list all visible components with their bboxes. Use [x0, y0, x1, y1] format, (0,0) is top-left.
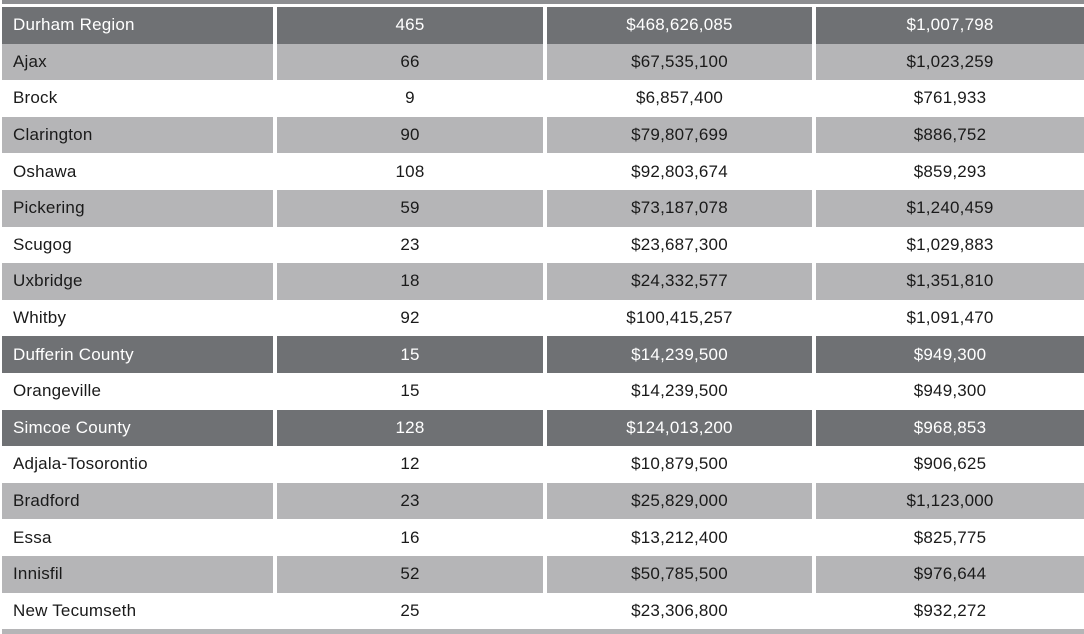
municipality-cell: Essa — [2, 519, 273, 556]
table-row-scugog: Scugog 23 $23,687,300 $1,029,883 — [0, 226, 1084, 264]
table-row-brock: Brock 9 $6,857,400 $761,933 — [0, 80, 1084, 117]
sales-count-cell: 23 — [277, 226, 543, 264]
table-row-simcoe-county: Simcoe County 128 $124,013,200 $968,853 — [0, 409, 1084, 447]
municipality-cell: Brock — [2, 80, 273, 117]
table-row-essa: Essa 16 $13,212,400 $825,775 — [0, 519, 1084, 556]
average-price-cell: $1,029,883 — [816, 226, 1084, 264]
average-price-cell: $976,644 — [816, 555, 1084, 593]
dollar-volume-cell: $14,239,500 — [547, 336, 812, 373]
municipality-cell: Dufferin County — [2, 336, 273, 373]
dollar-volume-cell: $24,332,577 — [547, 263, 812, 300]
municipality-cell: Ajax — [2, 43, 273, 81]
table-row-whitby: Whitby 92 $100,415,257 $1,091,470 — [0, 299, 1084, 337]
sales-count-cell: 92 — [277, 299, 543, 337]
dollar-volume-cell: $468,626,085 — [547, 7, 812, 44]
dollar-volume-cell: $14,239,500 — [547, 372, 812, 410]
table-row-durham-region: Durham Region 465 $468,626,085 $1,007,798 — [0, 7, 1084, 44]
sales-count-cell: 15 — [277, 372, 543, 410]
dollar-volume-cell: $100,415,257 — [547, 299, 812, 337]
table-row-new-tecumseth: New Tecumseth 25 $23,306,800 $932,272 — [0, 592, 1084, 630]
dollar-volume-cell: $79,807,699 — [547, 116, 812, 154]
table-row-oshawa: Oshawa 108 $92,803,674 $859,293 — [0, 153, 1084, 190]
sales-count-cell: 59 — [277, 189, 543, 227]
municipality-cell: Uxbridge — [2, 263, 273, 300]
sales-count-cell: 12 — [277, 446, 543, 483]
municipality-cell: Whitby — [2, 299, 273, 337]
average-price-cell: $1,240,459 — [816, 189, 1084, 227]
table-row-adjala-tosorontio: Adjala-Tosorontio 12 $10,879,500 $906,625 — [0, 446, 1084, 483]
sales-count-cell: 108 — [277, 153, 543, 190]
sales-count-cell: 66 — [277, 43, 543, 81]
cropped-row-top-edge — [2, 0, 1084, 4]
municipality-cell: Pickering — [2, 189, 273, 227]
average-price-cell: $825,775 — [816, 519, 1084, 556]
municipality-cell: Bradford — [2, 482, 273, 520]
sales-count-cell: 52 — [277, 555, 543, 593]
cropped-row-bottom-edge — [2, 629, 1084, 634]
table-row-pickering: Pickering 59 $73,187,078 $1,240,459 — [0, 189, 1084, 227]
sales-count-cell: 15 — [277, 336, 543, 373]
municipality-cell: Simcoe County — [2, 409, 273, 447]
average-price-cell: $1,123,000 — [816, 482, 1084, 520]
dollar-volume-cell: $25,829,000 — [547, 482, 812, 520]
sales-count-cell: 16 — [277, 519, 543, 556]
dollar-volume-cell: $50,785,500 — [547, 555, 812, 593]
average-price-cell: $1,007,798 — [816, 7, 1084, 44]
municipality-cell: Orangeville — [2, 372, 273, 410]
municipality-cell: Adjala-Tosorontio — [2, 446, 273, 483]
table-row-innisfil: Innisfil 52 $50,785,500 $976,644 — [0, 555, 1084, 593]
average-price-cell: $761,933 — [816, 80, 1084, 117]
average-price-cell: $932,272 — [816, 592, 1084, 630]
dollar-volume-cell: $13,212,400 — [547, 519, 812, 556]
dollar-volume-cell: $6,857,400 — [547, 80, 812, 117]
municipality-cell: Innisfil — [2, 555, 273, 593]
dollar-volume-cell: $73,187,078 — [547, 189, 812, 227]
sales-count-cell: 23 — [277, 482, 543, 520]
dollar-volume-cell: $10,879,500 — [547, 446, 812, 483]
sales-count-cell: 128 — [277, 409, 543, 447]
table-row-uxbridge: Uxbridge 18 $24,332,577 $1,351,810 — [0, 263, 1084, 300]
average-price-cell: $1,023,259 — [816, 43, 1084, 81]
average-price-cell: $1,351,810 — [816, 263, 1084, 300]
sales-count-cell: 25 — [277, 592, 543, 630]
average-price-cell: $906,625 — [816, 446, 1084, 483]
table-row-dufferin-county: Dufferin County 15 $14,239,500 $949,300 — [0, 336, 1084, 373]
average-price-cell: $968,853 — [816, 409, 1084, 447]
sales-count-cell: 465 — [277, 7, 543, 44]
dollar-volume-cell: $67,535,100 — [547, 43, 812, 81]
dollar-volume-cell: $92,803,674 — [547, 153, 812, 190]
sales-count-cell: 18 — [277, 263, 543, 300]
municipality-cell: Scugog — [2, 226, 273, 264]
table-row-orangeville: Orangeville 15 $14,239,500 $949,300 — [0, 372, 1084, 410]
average-price-cell: $949,300 — [816, 372, 1084, 410]
average-price-cell: $1,091,470 — [816, 299, 1084, 337]
municipality-cell: New Tecumseth — [2, 592, 273, 630]
average-price-cell: $859,293 — [816, 153, 1084, 190]
table-row-bradford: Bradford 23 $25,829,000 $1,123,000 — [0, 482, 1084, 520]
municipality-cell: Durham Region — [2, 7, 273, 44]
dollar-volume-cell: $124,013,200 — [547, 409, 812, 447]
dollar-volume-cell: $23,306,800 — [547, 592, 812, 630]
average-price-cell: $886,752 — [816, 116, 1084, 154]
dollar-volume-cell: $23,687,300 — [547, 226, 812, 264]
municipality-cell: Clarington — [2, 116, 273, 154]
municipal-sales-table: Durham Region 465 $468,626,085 $1,007,798 Aj… — [0, 7, 1084, 630]
sales-count-cell: 90 — [277, 116, 543, 154]
table-row-ajax: Ajax 66 $67,535,100 $1,023,259 — [0, 43, 1084, 81]
average-price-cell: $949,300 — [816, 336, 1084, 373]
table-row-clarington: Clarington 90 $79,807,699 $886,752 — [0, 116, 1084, 154]
sales-count-cell: 9 — [277, 80, 543, 117]
municipality-cell: Oshawa — [2, 153, 273, 190]
